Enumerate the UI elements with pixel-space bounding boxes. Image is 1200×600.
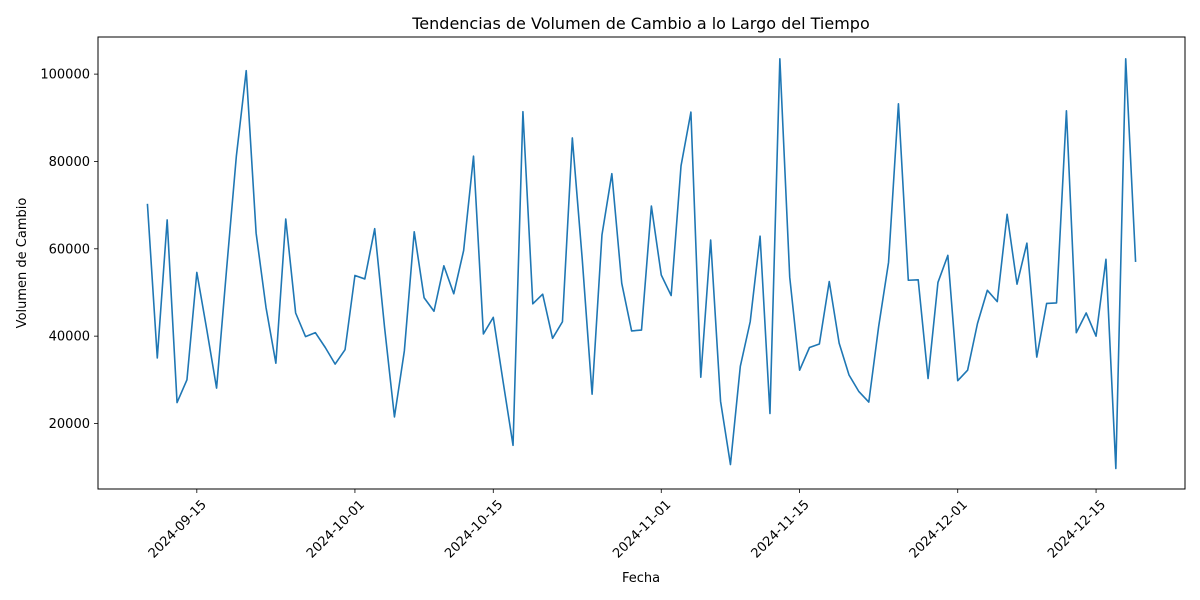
x-tick-label-6: 2024-12-15 [1045,497,1109,561]
x-axis: 2024-09-15 2024-10-01 2024-10-15 2024-11-01… [146,489,1109,561]
x-tick-label-1: 2024-10-01 [304,497,368,561]
plot-area [97,36,1186,490]
x-axis-label: Fecha [622,571,660,586]
series-layer [146,58,1137,470]
chart-title: Tendencias de Volumen de Cambio a lo Lar… [411,14,869,33]
y-tick-label-4: 100000 [40,68,90,83]
x-tick-label-3: 2024-11-01 [610,497,674,561]
y-axis-label: Volumen de Cambio [15,198,30,329]
series-line-1 [146,58,1137,470]
y-tick-label-0: 20000 [49,417,90,432]
y-tick-label-2: 60000 [49,242,90,257]
y-tick-label-1: 40000 [49,330,90,345]
x-tick-label-0: 2024-09-15 [146,497,210,561]
x-tick-label-2: 2024-10-15 [442,497,506,561]
y-tick-label-3: 80000 [49,155,90,170]
x-tick-label-5: 2024-12-01 [907,497,971,561]
y-axis: 20000 40000 60000 80000 100000 [40,68,98,432]
x-tick-label-4: 2024-11-15 [749,497,813,561]
